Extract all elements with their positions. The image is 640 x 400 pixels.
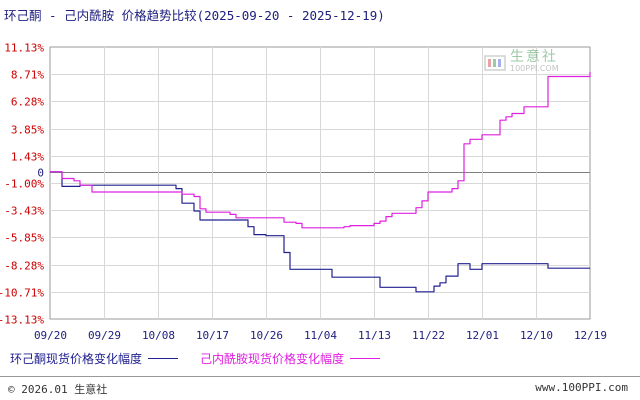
series-line-1 <box>50 171 590 293</box>
y-tick-label: 0 <box>37 167 44 180</box>
footer-divider <box>0 376 640 377</box>
100ppi-logo-icon <box>484 55 506 71</box>
y-tick-label: 8.71% <box>11 69 44 82</box>
y-tick-label: 1.43% <box>11 151 44 164</box>
chart-legend: 环己酮现货价格变化幅度 己内酰胺现货价格变化幅度 <box>10 350 402 367</box>
legend-swatch-series1 <box>148 358 179 359</box>
x-tick-label: 12/19 <box>574 329 607 342</box>
legend-item-series2: 己内酰胺现货价格变化幅度 <box>200 350 392 367</box>
footer-copyright: © 2026.01 生意社 <box>8 383 108 396</box>
footer: © 2026.01 生意社 www.100PPI.com <box>0 376 640 400</box>
y-tick-label: -1.00% <box>4 178 44 191</box>
x-tick-label: 10/08 <box>142 329 175 342</box>
legend-label-series1: 环己酮现货价格变化幅度 <box>10 352 143 366</box>
x-tick-label: 10/17 <box>196 329 229 342</box>
x-tick-label: 10/26 <box>250 329 283 342</box>
x-tick-label: 11/04 <box>304 329 337 342</box>
y-tick-label: -8.28% <box>4 260 44 273</box>
x-tick-label: 09/20 <box>34 329 67 342</box>
x-tick-label: 11/22 <box>412 329 445 342</box>
x-tick-label: 11/13 <box>358 329 391 342</box>
y-tick-label: -3.43% <box>4 205 44 218</box>
x-tick-label: 12/01 <box>466 329 499 342</box>
x-tick-label: 12/10 <box>520 329 553 342</box>
y-tick-label: 3.85% <box>11 124 44 137</box>
footer-url[interactable]: www.100PPI.com <box>535 381 628 394</box>
legend-item-series1: 环己酮现货价格变化幅度 <box>10 350 190 367</box>
x-tick-label: 09/29 <box>88 329 121 342</box>
watermark-en: 100PPI.COM <box>510 64 559 73</box>
chart-title: 环己酮 - 己内酰胺 价格趋势比较(2025-09-20 - 2025-12-1… <box>4 8 385 23</box>
series-line-2 <box>50 72 591 229</box>
y-tick-label: 11.13% <box>4 42 44 55</box>
y-tick-label: -10.71% <box>0 287 44 300</box>
legend-swatch-series2 <box>350 358 381 359</box>
legend-label-series2: 己内酰胺现货价格变化幅度 <box>200 352 345 366</box>
watermark: 生意社 100PPI.COM <box>484 49 559 74</box>
y-tick-label: -13.13% <box>0 314 44 327</box>
watermark-cn: 生意社 <box>510 49 558 65</box>
y-tick-label: -5.85% <box>4 232 44 245</box>
y-tick-label: 6.28% <box>11 96 44 109</box>
